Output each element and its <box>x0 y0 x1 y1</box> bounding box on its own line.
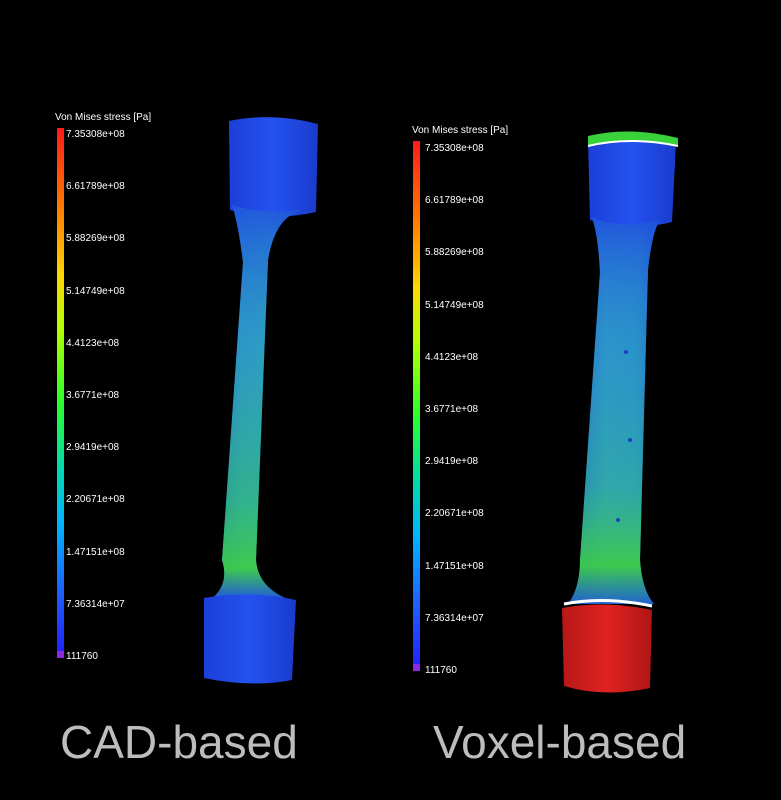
min-color-swatch <box>57 651 64 658</box>
voxel-panel: Von Mises stress [Pa] 7.35308e+08 6.61789… <box>390 0 781 800</box>
scale-tick-label: 3.6771e+08 <box>425 404 479 415</box>
scale-tick-label: 2.20671e+08 <box>66 494 125 506</box>
scale-tick-label: 4.4123e+08 <box>66 337 120 349</box>
bottom-grip <box>204 594 296 684</box>
scale-tick-label: 6.61789e+08 <box>425 195 484 207</box>
legend-title: Von Mises stress [Pa] <box>55 112 152 123</box>
legend-title: Von Mises stress [Pa] <box>412 125 509 136</box>
scale-tick-label: 7.35308e+08 <box>66 129 125 140</box>
scale-tick-label: 7.36314e+07 <box>425 612 484 624</box>
scale-tick-label: 111760 <box>66 651 98 662</box>
scale-tick-label: 6.61789e+08 <box>66 181 125 193</box>
cad-panel: Von Mises stress [Pa] 7.35308e+08 6.61789… <box>0 0 390 800</box>
scale-tick-label: 2.9419e+08 <box>425 456 479 468</box>
voxel-specimen-model <box>562 131 679 693</box>
scale-tick-label: 2.20671e+08 <box>425 508 484 520</box>
scale-tick-label: 5.14749e+08 <box>425 299 484 311</box>
color-scale-bar <box>57 128 64 655</box>
scale-tick-label: 2.9419e+08 <box>66 442 120 454</box>
scale-tick-label: 4.4123e+08 <box>425 351 479 363</box>
min-color-swatch <box>413 664 420 671</box>
scale-tick-label: 1.47151e+08 <box>66 546 125 558</box>
color-scale-bar <box>413 141 420 668</box>
scale-tick-label: 1.47151e+08 <box>425 560 484 572</box>
scale-tick-label: 5.14749e+08 <box>66 285 125 297</box>
scale-tick-label: 7.36314e+07 <box>66 598 125 610</box>
top-grip <box>229 117 318 217</box>
top-grip <box>588 135 676 227</box>
cad-caption: CAD-based <box>60 716 298 768</box>
scale-tick-label: 7.35308e+08 <box>425 143 484 154</box>
scale-tick-label: 5.88269e+08 <box>425 247 484 259</box>
scale-tick-label: 3.6771e+08 <box>66 390 120 401</box>
scale-tick-label: 5.88269e+08 <box>66 233 125 245</box>
voxel-caption: Voxel-based <box>433 716 687 768</box>
scale-tick-label: 111760 <box>425 665 457 676</box>
bottom-grip <box>562 604 652 693</box>
